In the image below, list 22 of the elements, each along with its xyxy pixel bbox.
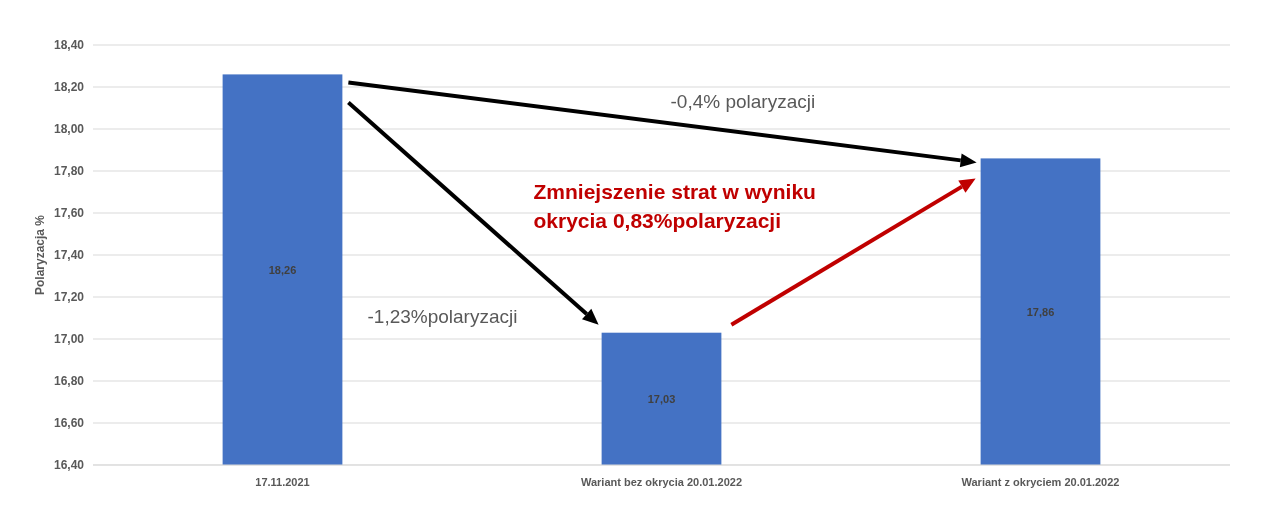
y-tick-label: 18,40 [53,38,85,53]
y-tick-label: 17,80 [53,164,85,179]
x-tick-label: Wariant bez okrycia 20.01.2022 [580,476,743,488]
y-tick-label: 17,60 [53,206,85,221]
annotation: -0,4% polaryzacji [670,91,816,112]
y-tick-label: 18,20 [53,80,85,95]
annotation: -1,23%polaryzacji [367,306,518,327]
y-tick-label: 17,20 [53,290,85,305]
y-tick-label: 18,00 [53,122,85,137]
y-tick-label: 16,60 [53,416,85,431]
y-tick-label: 16,40 [53,458,85,473]
y-axis-title: Polaryzacja % [33,214,47,296]
annotation: okrycia 0,83%polaryzacji [533,209,781,232]
annotation: Zmniejszenie strat w wyniku [533,180,816,203]
y-tick-label: 17,40 [53,248,85,263]
x-tick-label: 17.11.2021 [255,476,310,488]
data-label: 17,86 [1026,305,1055,318]
x-tick-label: Wariant z okryciem 20.01.2022 [961,476,1120,488]
y-tick-label: 17,00 [53,332,85,347]
data-label: 18,26 [268,263,297,276]
data-label: 17,03 [647,392,676,405]
y-tick-label: 16,80 [53,374,85,389]
